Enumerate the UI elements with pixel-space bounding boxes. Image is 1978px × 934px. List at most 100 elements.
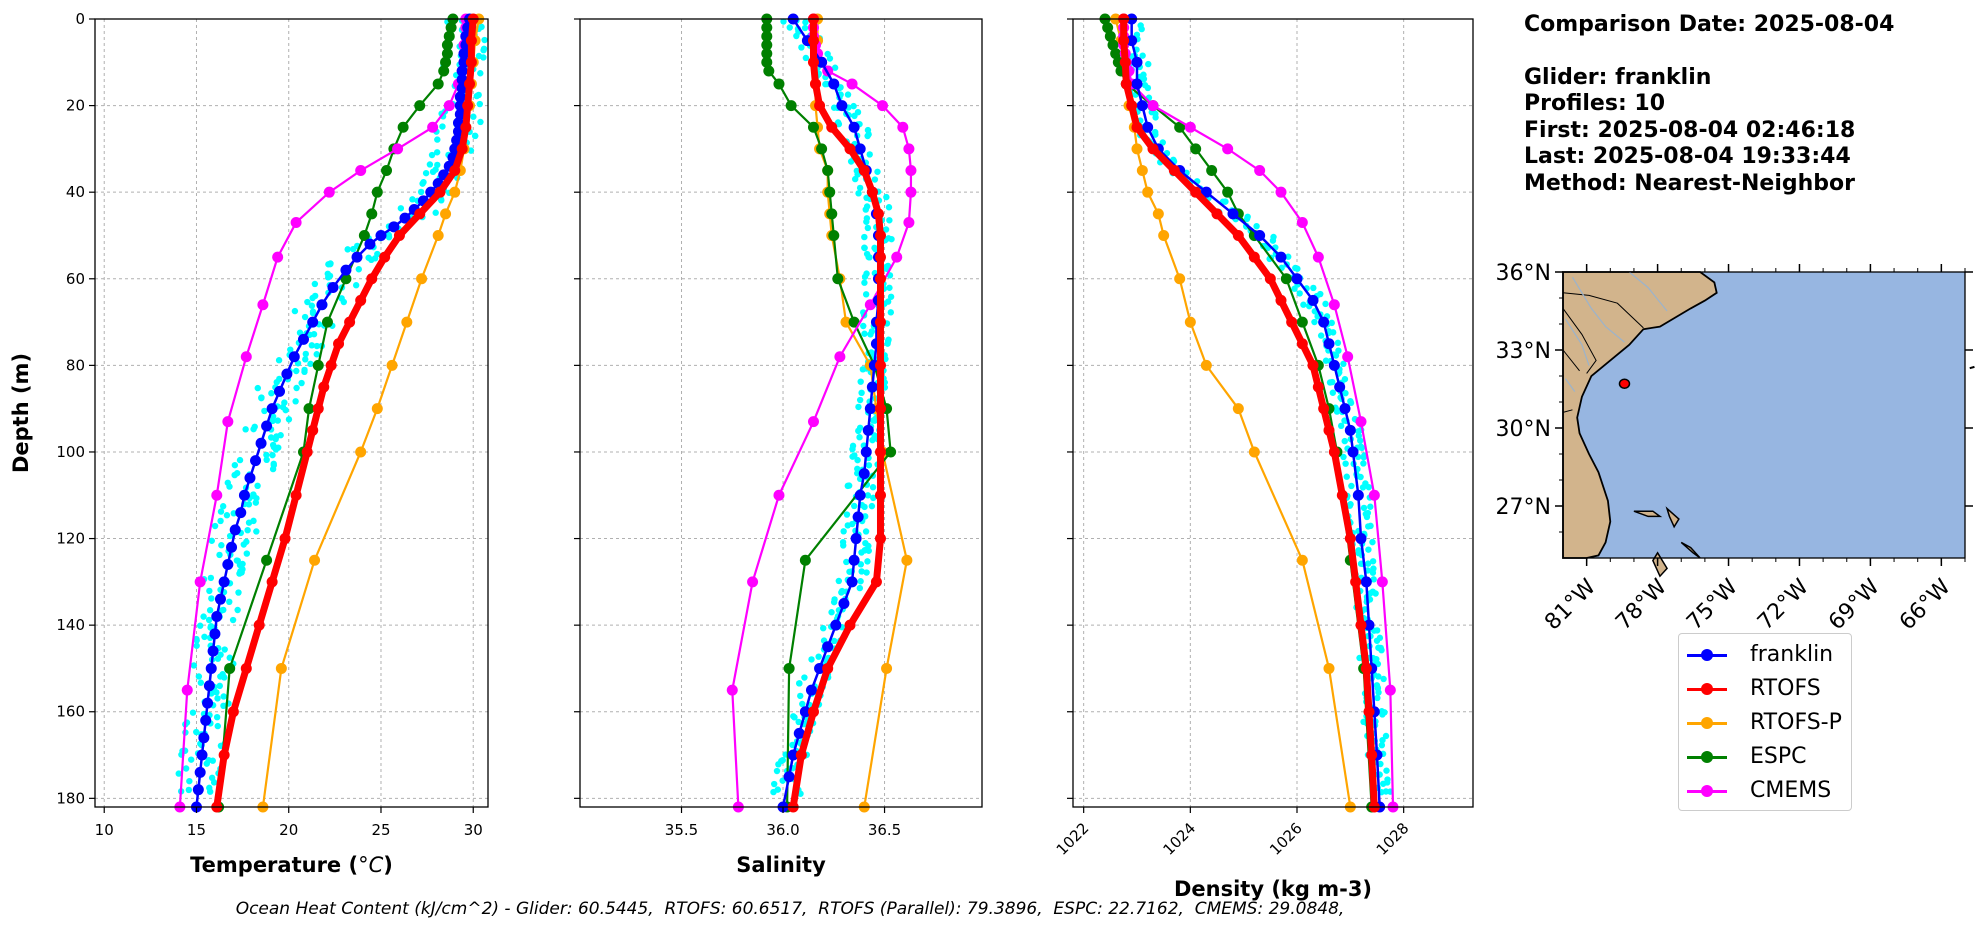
glider-scatter-point bbox=[242, 426, 249, 433]
y-axis-label: Depth (m) bbox=[9, 353, 33, 473]
glider-scatter-point bbox=[1332, 352, 1340, 359]
data-point-rtofs-p bbox=[1248, 446, 1260, 458]
glider-scatter-point bbox=[214, 722, 221, 730]
data-point-espc bbox=[816, 143, 828, 155]
glider-scatter-point bbox=[864, 558, 871, 565]
map-inset: 36°N 33°N 30°N 27°N 81°W 78°W 75°W 72°W 69°W 66°W bbox=[1496, 261, 1975, 635]
data-point-cmems bbox=[1342, 351, 1354, 363]
glider-scatter-point bbox=[1373, 637, 1381, 644]
data-point-rtofs bbox=[462, 100, 474, 112]
data-point-franklin bbox=[194, 766, 206, 778]
data-point-franklin bbox=[1136, 100, 1148, 112]
glider-scatter-point bbox=[254, 384, 261, 392]
data-point-cmems bbox=[240, 351, 252, 363]
glider-scatter-point bbox=[866, 151, 873, 158]
glider-scatter-point bbox=[236, 570, 243, 577]
data-point-cmems bbox=[1275, 186, 1287, 198]
glider-scatter-point bbox=[208, 537, 215, 544]
glider-scatter-point bbox=[869, 484, 877, 491]
data-point-franklin bbox=[850, 533, 862, 545]
data-point-espc bbox=[443, 30, 455, 42]
glider-scatter-point bbox=[1343, 473, 1350, 480]
glider-scatter-point bbox=[263, 451, 270, 459]
glider-scatter-point bbox=[1337, 422, 1345, 430]
glider-scatter-point bbox=[234, 557, 241, 564]
glider-scatter-point bbox=[786, 24, 793, 31]
data-point-rtofs bbox=[1296, 338, 1308, 350]
data-point-espc bbox=[761, 56, 773, 68]
series-espc bbox=[761, 13, 897, 813]
axes-frame bbox=[94, 18, 489, 808]
island bbox=[1633, 510, 1663, 518]
data-point-rtofs bbox=[814, 100, 826, 112]
series-rtofs-p bbox=[257, 13, 485, 813]
glider-scatter-point bbox=[270, 462, 278, 469]
data-point-franklin bbox=[1307, 294, 1319, 306]
glider-scatter-point bbox=[311, 280, 319, 288]
series-cmems bbox=[1118, 13, 1399, 813]
glider-scatter-point bbox=[773, 767, 781, 775]
legend-item-espc: ESPC bbox=[1679, 740, 1851, 774]
data-point-rtofs bbox=[465, 35, 477, 47]
glider-scatter-point bbox=[1378, 646, 1385, 654]
data-point-franklin bbox=[261, 420, 273, 432]
data-point-franklin bbox=[1131, 56, 1143, 68]
glider-scatter-point bbox=[481, 36, 488, 44]
state-border bbox=[1562, 292, 1644, 329]
glider-scatter-point bbox=[217, 517, 224, 525]
data-point-espc bbox=[440, 56, 452, 68]
glider-scatter-point bbox=[429, 168, 437, 176]
glider-scatter-point bbox=[311, 292, 319, 300]
first-profile-time: First: 2025-08-04 02:46:18 bbox=[1524, 117, 1856, 143]
glider-scatter-point bbox=[217, 508, 225, 515]
data-point-rtofs bbox=[464, 78, 476, 90]
data-point-rtofs bbox=[1286, 316, 1298, 328]
legend-marker-cmems bbox=[1701, 785, 1713, 797]
glider-scatter-point bbox=[244, 526, 251, 534]
data-point-rtofs-p bbox=[440, 208, 452, 220]
glider-scatter-point bbox=[307, 360, 314, 368]
glider-scatter-point bbox=[1270, 233, 1277, 241]
info-spacer bbox=[1524, 39, 1894, 65]
data-point-rtofs-p bbox=[1174, 273, 1186, 285]
data-point-franklin bbox=[327, 281, 339, 293]
glider-scatter-point bbox=[196, 622, 204, 629]
data-point-espc bbox=[371, 186, 383, 198]
data-point-rtofs-p bbox=[401, 316, 413, 328]
glider-scatter-point bbox=[226, 654, 233, 661]
glider-scatter-point bbox=[863, 569, 870, 576]
data-point-franklin bbox=[1339, 403, 1351, 415]
glider-scatter-point bbox=[186, 777, 193, 785]
data-point-franklin bbox=[399, 212, 411, 224]
glider-scatter-point bbox=[1311, 318, 1318, 326]
data-point-cmems bbox=[272, 251, 284, 263]
glider-scatter-point bbox=[1139, 52, 1146, 59]
data-point-cmems bbox=[257, 299, 269, 311]
glider-scatter-point bbox=[884, 298, 892, 305]
glider-scatter-point bbox=[815, 653, 822, 660]
data-point-rtofs bbox=[874, 489, 886, 501]
data-point-franklin bbox=[860, 446, 872, 458]
glider-scatter-point bbox=[223, 512, 231, 519]
glider-scatter-point bbox=[1326, 379, 1334, 386]
glider-scatter-point bbox=[428, 151, 436, 159]
comparison-info: Comparison Date: 2025-08-04 Glider: fran… bbox=[1524, 12, 1894, 197]
data-point-espc bbox=[1222, 186, 1234, 198]
data-point-franklin bbox=[200, 714, 212, 726]
data-point-rtofs bbox=[1168, 165, 1180, 177]
glider-scatter-point bbox=[1365, 523, 1372, 530]
glider-scatter-point bbox=[1137, 22, 1144, 29]
glider-scatter-point bbox=[853, 167, 861, 175]
data-point-cmems bbox=[427, 121, 439, 133]
data-point-cmems bbox=[323, 186, 335, 198]
data-point-franklin bbox=[214, 593, 226, 605]
glider-scatter-point bbox=[301, 313, 309, 321]
glider-scatter-point bbox=[871, 244, 878, 252]
glider-scatter-point bbox=[261, 407, 268, 415]
data-point-rtofs-p bbox=[371, 403, 383, 415]
glider-scatter-point bbox=[874, 168, 881, 175]
glider-scatter-point bbox=[1375, 673, 1382, 680]
data-point-rtofs bbox=[1344, 533, 1356, 545]
data-point-rtofs bbox=[266, 576, 278, 588]
glider-scatter-point bbox=[252, 499, 260, 506]
